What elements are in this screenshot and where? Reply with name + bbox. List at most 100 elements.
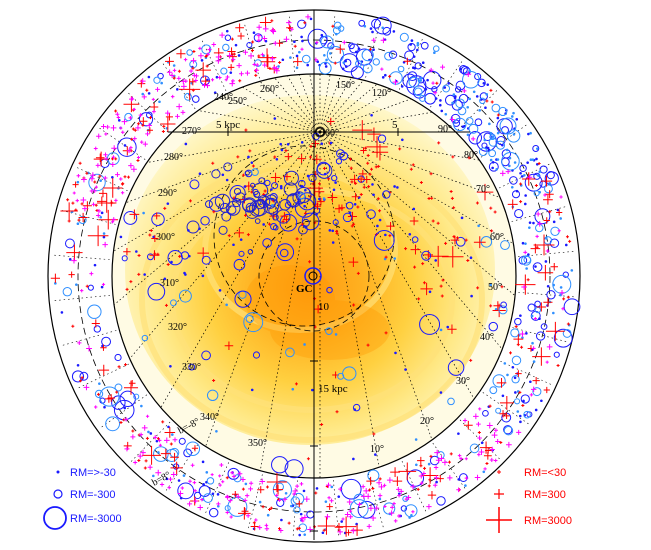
- rm-positive-point: [505, 169, 511, 175]
- rm-negative-point: [415, 463, 418, 467]
- rm-negative-point: [537, 174, 540, 177]
- rm-negative-point: [509, 176, 518, 185]
- rm-negative-point: [245, 314, 254, 324]
- rm-negative-point: [499, 117, 517, 135]
- rm-positive-point: [335, 44, 345, 54]
- rm-negative-point: [303, 204, 306, 208]
- rm-negative-point: [498, 106, 508, 117]
- rm-positive-point: [411, 510, 415, 514]
- rm-positive-point: [236, 62, 242, 69]
- longitude-tick-label: 320°: [168, 322, 187, 333]
- rm-positive-point: [124, 417, 129, 422]
- rm-negative-point: [485, 146, 488, 149]
- rm-negative-point: [280, 148, 284, 152]
- rm-negative-point: [469, 443, 480, 454]
- rm-negative-point: [436, 496, 446, 506]
- rm-negative-point: [412, 55, 416, 58]
- rm-positive-point: [146, 127, 153, 134]
- rm-positive-point: [545, 249, 550, 253]
- ring-longitude-line: [247, 474, 263, 530]
- rm-positive-point: [357, 502, 362, 507]
- rm-negative-point: [178, 437, 186, 445]
- rm-positive-point: [193, 488, 197, 493]
- rm-positive-point: [136, 155, 141, 159]
- rm-negative-point: [284, 170, 299, 186]
- rm-negative-point: [562, 328, 572, 338]
- rm-positive-point: [211, 161, 215, 165]
- rm-positive-point: [273, 484, 284, 495]
- longitude-line: [113, 131, 321, 306]
- rm-negative-point: [459, 473, 468, 482]
- rm-negative-point: [523, 255, 532, 264]
- rm-positive-point: [447, 475, 453, 481]
- rm-negative-point: [201, 274, 205, 278]
- rm-negative-point: [521, 241, 525, 245]
- rm-positive-point: [456, 487, 461, 493]
- rm-positive-point: [378, 209, 382, 213]
- rm-positive-point: [212, 210, 216, 214]
- rm-negative-point: [489, 283, 493, 287]
- rm-negative-point: [563, 298, 581, 316]
- rm-negative-point: [491, 161, 495, 164]
- rm-positive-point: [273, 155, 277, 159]
- rm-negative-point: [54, 282, 57, 285]
- rm-positive-point: [270, 19, 274, 23]
- rm-positive-point: [410, 244, 421, 255]
- rm-positive-point: [244, 70, 250, 76]
- rm-positive-point: [322, 528, 326, 532]
- rm-positive-point: [153, 252, 157, 256]
- rm-positive-point: [334, 523, 344, 532]
- rm-positive-point: [139, 432, 144, 437]
- rm-positive-point: [270, 172, 281, 183]
- rm-negative-point: [79, 371, 89, 381]
- rm-positive-point: [473, 236, 486, 249]
- rm-negative-point: [519, 314, 522, 317]
- rm-negative-point: [496, 140, 506, 150]
- rm-positive-point: [256, 33, 262, 39]
- rm-positive-point: [218, 474, 222, 478]
- rm-positive-point: [101, 282, 106, 286]
- rm-positive-point: [82, 205, 88, 212]
- rm-positive-point: [243, 498, 248, 503]
- rm-negative-point: [65, 238, 75, 249]
- rm-positive-point: [309, 144, 313, 148]
- rm-positive-point: [170, 94, 175, 99]
- rm-positive-point: [130, 137, 134, 141]
- rm-positive-point: [444, 241, 448, 245]
- rm-positive-point: [93, 146, 98, 151]
- rm-negative-point: [559, 293, 562, 297]
- rm-negative-point: [523, 173, 526, 177]
- rm-positive-point: [76, 173, 81, 178]
- rm-negative-point: [295, 54, 299, 58]
- rm-positive-point: [114, 109, 118, 113]
- rm-positive-point: [245, 513, 251, 518]
- rm-negative-point: [291, 387, 295, 391]
- rm-negative-point: [511, 365, 515, 369]
- rm-positive-point: [71, 324, 75, 328]
- rm-positive-point: [477, 435, 482, 441]
- rm-negative-point: [474, 72, 482, 81]
- rm-positive-point: [473, 413, 479, 420]
- rm-positive-point: [195, 62, 211, 78]
- rm-negative-point: [272, 214, 279, 221]
- legend-neg-small-label: RM=>-30: [70, 467, 116, 479]
- rm-positive-point: [80, 202, 84, 206]
- rm-negative-point: [234, 290, 252, 308]
- rm-positive-point: [464, 238, 468, 242]
- rm-negative-point: [99, 215, 103, 219]
- rm-positive-point: [441, 278, 445, 282]
- rm-negative-point: [316, 60, 320, 64]
- rm-negative-point: [198, 227, 201, 230]
- rm-negative-point: [443, 86, 447, 89]
- rm-positive-point: [380, 37, 387, 44]
- rm-negative-point: [501, 151, 520, 171]
- rm-positive-point: [483, 467, 487, 471]
- rm-negative-point: [512, 133, 516, 136]
- rm-positive-point: [237, 32, 245, 40]
- rm-negative-point: [271, 456, 289, 474]
- rm-positive-point: [367, 185, 371, 189]
- rm-negative-point: [318, 197, 321, 201]
- rm-positive-point: [342, 40, 347, 45]
- rm-positive-point: [317, 517, 336, 535]
- ring-label-360: 360°: [320, 128, 339, 139]
